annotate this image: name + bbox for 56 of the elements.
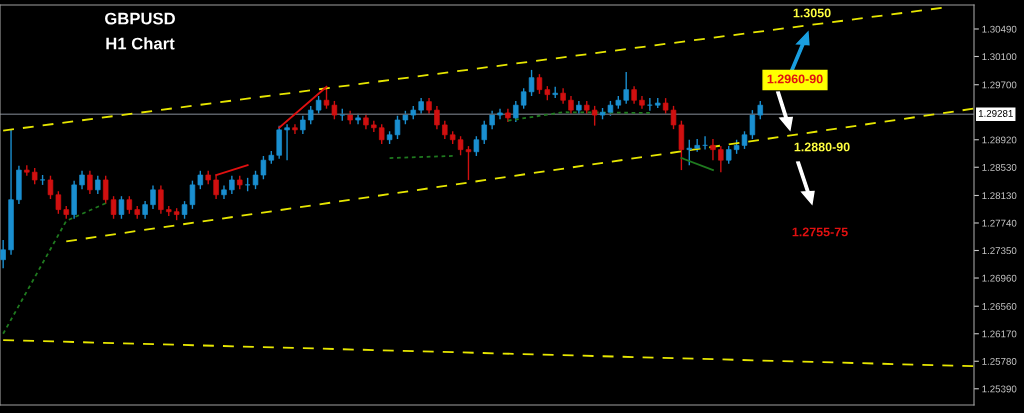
candlestick: [623, 71, 629, 105]
annotation: 1.3050: [793, 8, 831, 18]
candlestick: [434, 105, 440, 130]
y-tick-label: 1.26560: [982, 302, 1017, 310]
y-tick-label: 1.29700: [982, 81, 1017, 89]
y-tick-label: 1.28530: [982, 163, 1017, 171]
ref-line-label: 1.29281: [978, 110, 1013, 117]
y-tick-label: 1.30100: [982, 53, 1017, 61]
candlestick: [0, 239, 6, 269]
y-tick-label: 1.28920: [982, 136, 1017, 144]
candlestick: [150, 184, 156, 210]
candlestick: [513, 100, 519, 123]
candlestick: [158, 184, 164, 215]
candlestick: [24, 164, 30, 177]
candlestick: [229, 175, 235, 195]
candlestick: [213, 175, 219, 200]
annotation: 1.2960-90: [767, 74, 823, 84]
y-tick-label: 1.26170: [982, 330, 1017, 338]
candlestick: [528, 69, 535, 97]
candlestick: [489, 110, 495, 130]
candlestick: [686, 139, 693, 166]
y-tick-label: 1.25780: [982, 357, 1017, 365]
candlestick: [481, 120, 487, 145]
candlestick: [118, 195, 125, 220]
candlestick: [197, 170, 204, 190]
candlestick: [536, 73, 543, 95]
candlestick: [47, 175, 54, 200]
candlestick: [102, 175, 109, 205]
y-tick-label: 1.27350: [982, 247, 1017, 255]
candlestick: [702, 135, 708, 151]
candlestick: [300, 115, 306, 135]
y-tick-label: 1.26960: [982, 274, 1017, 282]
candlestick: [591, 105, 598, 127]
chart-title: GBPUSD: [105, 12, 175, 25]
candlestick: [284, 123, 290, 161]
candlestick: [55, 190, 62, 215]
candlestick: [308, 105, 314, 125]
candlestick: [520, 87, 527, 110]
candlestick: [718, 145, 724, 173]
candlestick: [473, 135, 480, 157]
y-tick-label: 1.25390: [982, 385, 1017, 393]
candlestick: [442, 120, 448, 140]
annotation: 1.2880-90: [794, 142, 850, 152]
candlestick: [79, 170, 85, 190]
candlestick: [87, 170, 93, 195]
candlestick: [647, 97, 653, 112]
text: H1 Chart: [106, 37, 175, 50]
y-tick-label: 1.27740: [982, 219, 1017, 227]
y-tick-label: 1.30490: [982, 25, 1017, 33]
candlestick: [95, 175, 101, 195]
candlestick: [379, 123, 385, 145]
candlestick: [110, 195, 117, 220]
candlestick: [710, 138, 716, 161]
y-tick-label: 1.28130: [982, 192, 1017, 200]
annotation: 1.2755-75: [792, 227, 848, 237]
candlestick: [757, 100, 763, 120]
